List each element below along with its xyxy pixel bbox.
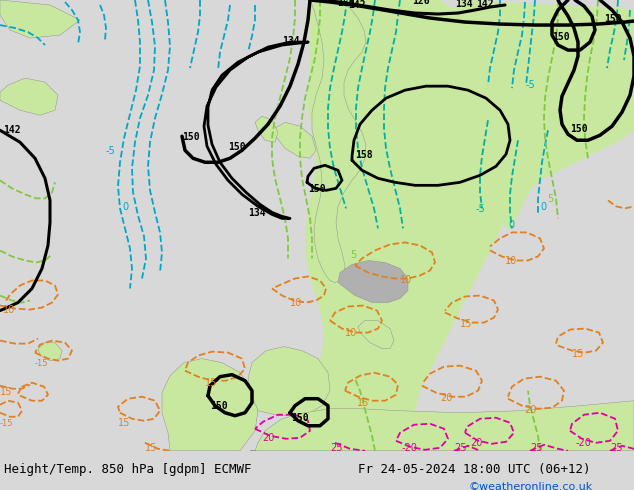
Polygon shape [458,0,634,230]
Text: -20: -20 [402,443,418,453]
Text: 134: 134 [248,208,266,219]
Text: 15: 15 [205,378,217,388]
Text: 20: 20 [470,438,482,448]
Polygon shape [310,0,458,50]
Text: 15: 15 [572,348,585,359]
Text: Height/Temp. 850 hPa [gdpm] ECMWF: Height/Temp. 850 hPa [gdpm] ECMWF [4,463,252,476]
Text: 5: 5 [547,195,553,204]
Text: -5: -5 [476,204,486,215]
Text: 142: 142 [476,0,494,9]
Polygon shape [0,0,80,38]
Text: 150: 150 [182,132,200,142]
Text: 25: 25 [610,443,623,453]
Text: 134: 134 [282,36,300,46]
Text: 0: 0 [540,202,546,212]
Polygon shape [38,343,62,361]
Text: 15: 15 [145,443,157,453]
Text: 10: 10 [400,274,412,285]
Text: 20: 20 [440,392,453,403]
Text: 15: 15 [357,398,370,408]
Text: 150: 150 [210,401,228,411]
Polygon shape [310,0,366,283]
Text: 142: 142 [3,125,21,135]
Text: 142: 142 [348,0,366,10]
Text: 15: 15 [0,387,13,397]
Text: 150: 150 [552,32,569,42]
Text: 10: 10 [290,297,302,308]
Text: 15: 15 [460,318,472,329]
Text: -20: -20 [576,438,592,448]
Polygon shape [0,78,58,115]
Text: 134: 134 [455,0,472,9]
Text: 10: 10 [505,256,517,267]
Text: ©weatheronline.co.uk: ©weatheronline.co.uk [468,482,592,490]
Text: 158: 158 [355,150,373,160]
Polygon shape [275,122,316,158]
Text: 20: 20 [262,433,275,443]
Text: 126: 126 [412,0,430,6]
Text: -15: -15 [35,359,48,368]
Text: 0: 0 [508,220,514,230]
Text: 25: 25 [454,443,467,453]
Text: 20: 20 [524,405,536,415]
Text: 150: 150 [337,0,354,8]
Text: 25: 25 [530,443,543,453]
Text: -15: -15 [0,419,13,428]
Text: Fr 24-05-2024 18:00 UTC (06+12): Fr 24-05-2024 18:00 UTC (06+12) [358,463,590,476]
Text: 150: 150 [291,413,309,423]
Polygon shape [248,346,330,416]
Text: -5: -5 [552,0,562,2]
Text: -5: -5 [106,147,116,156]
Text: 10: 10 [3,305,15,315]
Polygon shape [255,116,278,142]
Polygon shape [250,401,634,451]
Polygon shape [338,261,408,302]
Text: 150: 150 [570,124,588,134]
Text: 150: 150 [228,142,245,152]
Polygon shape [358,320,394,348]
Text: 150: 150 [308,184,326,195]
Text: 10: 10 [345,328,357,338]
Text: 5: 5 [350,250,356,261]
Text: 0: 0 [122,202,128,212]
Polygon shape [305,0,634,451]
Text: 150: 150 [604,14,621,24]
Text: 15: 15 [118,418,131,428]
Polygon shape [162,359,258,451]
Text: -5: -5 [526,80,536,90]
Text: 25: 25 [330,443,342,453]
